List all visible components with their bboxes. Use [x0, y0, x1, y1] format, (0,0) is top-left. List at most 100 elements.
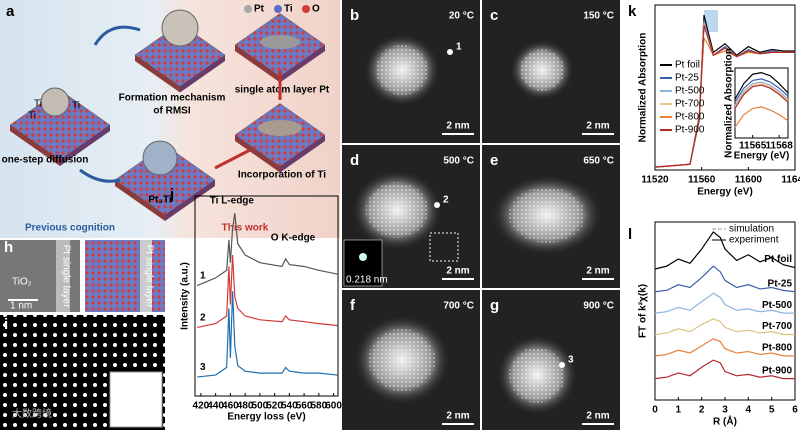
series-label: Pt foil — [764, 254, 792, 265]
pt-layer — [258, 120, 302, 136]
x-tick-label: 520 — [266, 401, 283, 412]
x-tick-label: 420 — [193, 401, 210, 412]
x-tick-label: 11640 — [781, 175, 800, 186]
series-line — [654, 231, 796, 270]
panel-letter: k — [628, 3, 637, 20]
slab-side — [280, 45, 325, 83]
marker-label: 3 — [568, 355, 574, 366]
panel-letter: i — [4, 316, 8, 333]
slab-side — [10, 125, 60, 166]
slab-side — [280, 135, 325, 173]
temperature: 900 °C — [583, 301, 614, 312]
x-tick-label: 11520 — [641, 175, 669, 186]
mechanism-title: Formation mechanism — [119, 93, 226, 104]
series-line — [734, 106, 789, 128]
cluster — [161, 9, 199, 47]
watermark: 大数跨境 — [12, 407, 52, 420]
legend-label: Pt — [254, 4, 265, 15]
marker-label: 2 — [443, 195, 449, 206]
fft-spot — [359, 253, 367, 261]
ti-label: Ti — [72, 101, 80, 112]
temperature: 150 °C — [583, 11, 614, 22]
annotation: O K-edge — [271, 233, 316, 244]
x-tick-label: 580 — [310, 401, 327, 412]
series-line — [197, 255, 338, 329]
series-line — [734, 84, 789, 109]
step-label: Incorporation of Ti — [238, 170, 326, 181]
pt-layer — [260, 35, 300, 49]
scale-label: 2 nm — [446, 266, 469, 277]
x-tick-label: 11565 — [739, 141, 767, 152]
legend-label: experiment — [729, 235, 779, 246]
temperature: 500 °C — [443, 156, 474, 167]
x-tick-label: 0 — [652, 405, 658, 416]
temperature: 700 °C — [443, 301, 474, 312]
panel-letter: d — [350, 152, 359, 169]
ti-label: Ti — [28, 111, 36, 122]
series-label: 2 — [200, 313, 206, 324]
pt-layer-model — [140, 240, 152, 312]
lattice — [365, 182, 429, 238]
x-tick-label: 600 — [325, 401, 342, 412]
panel-letter: g — [490, 297, 499, 314]
annotation: Ti L-edge — [210, 196, 255, 207]
series-line — [654, 24, 795, 168]
x-axis-title: Energy (eV) — [734, 151, 790, 162]
x-tick-label: 4 — [746, 405, 752, 416]
slab-side — [115, 180, 165, 221]
slab-side — [235, 135, 280, 173]
series-label: Pt-800 — [762, 342, 792, 353]
y-axis-title: FT of k²χ(k) — [638, 284, 649, 338]
legend-swatch — [274, 5, 282, 13]
caption: This work — [222, 223, 269, 234]
legend-label: Pt-900 — [675, 125, 705, 136]
lattice — [519, 49, 565, 91]
temperature: 20 °C — [449, 11, 474, 22]
y-axis-title: Normalized Absorption — [638, 33, 649, 143]
legend-label: simulation — [729, 224, 774, 235]
substrate-label: TiO₂ — [12, 277, 32, 288]
series-line — [734, 81, 789, 106]
slab-side — [235, 45, 280, 83]
x-tick-label: 11568 — [766, 141, 794, 152]
series-line — [654, 265, 796, 293]
series-line — [734, 82, 789, 108]
arrow — [79, 168, 121, 183]
y-axis-title: Intensity (a.u.) — [180, 262, 191, 330]
x-axis-title: R (Å) — [713, 415, 737, 428]
lattice — [509, 347, 565, 403]
x-tick-label: 540 — [281, 401, 298, 412]
x-axis-title: Energy loss (eV) — [227, 412, 305, 423]
panel-letter: f — [350, 297, 356, 314]
scale-label: 1 nm — [10, 301, 32, 312]
series-label: Pt-700 — [762, 321, 792, 332]
marker-dot — [434, 202, 440, 208]
panel-letter: e — [490, 152, 498, 169]
x-tick-label: 11560 — [688, 175, 716, 186]
layer-label: Pt single layer — [60, 245, 71, 308]
plot-frame — [654, 4, 796, 171]
series-label: 1 — [200, 271, 206, 282]
x-tick-label: 1 — [676, 405, 682, 416]
step-label: Pt₃Ti — [148, 195, 172, 206]
lattice — [368, 328, 436, 392]
x-tick-label: 440 — [207, 401, 224, 412]
cluster — [40, 87, 70, 117]
legend-label: Pt-25 — [675, 73, 699, 84]
x-tick-label: 3 — [722, 405, 728, 416]
roi-box — [429, 232, 459, 262]
arrow — [214, 148, 251, 170]
x-tick-label: 500 — [252, 401, 269, 412]
marker-dot — [559, 362, 565, 368]
panel-letter: l — [628, 226, 632, 243]
series-label: Pt-500 — [762, 300, 792, 311]
fft-label: 0.218 nm — [346, 275, 388, 286]
fft-inset — [343, 239, 383, 287]
ti-label: Ti — [34, 99, 42, 110]
legend-label: O — [312, 4, 320, 15]
mechanism-title: of RMSI — [153, 106, 190, 117]
series-label: 3 — [200, 362, 206, 373]
x-tick-label: 560 — [296, 401, 313, 412]
x-axis-title: Energy (eV) — [697, 187, 753, 198]
